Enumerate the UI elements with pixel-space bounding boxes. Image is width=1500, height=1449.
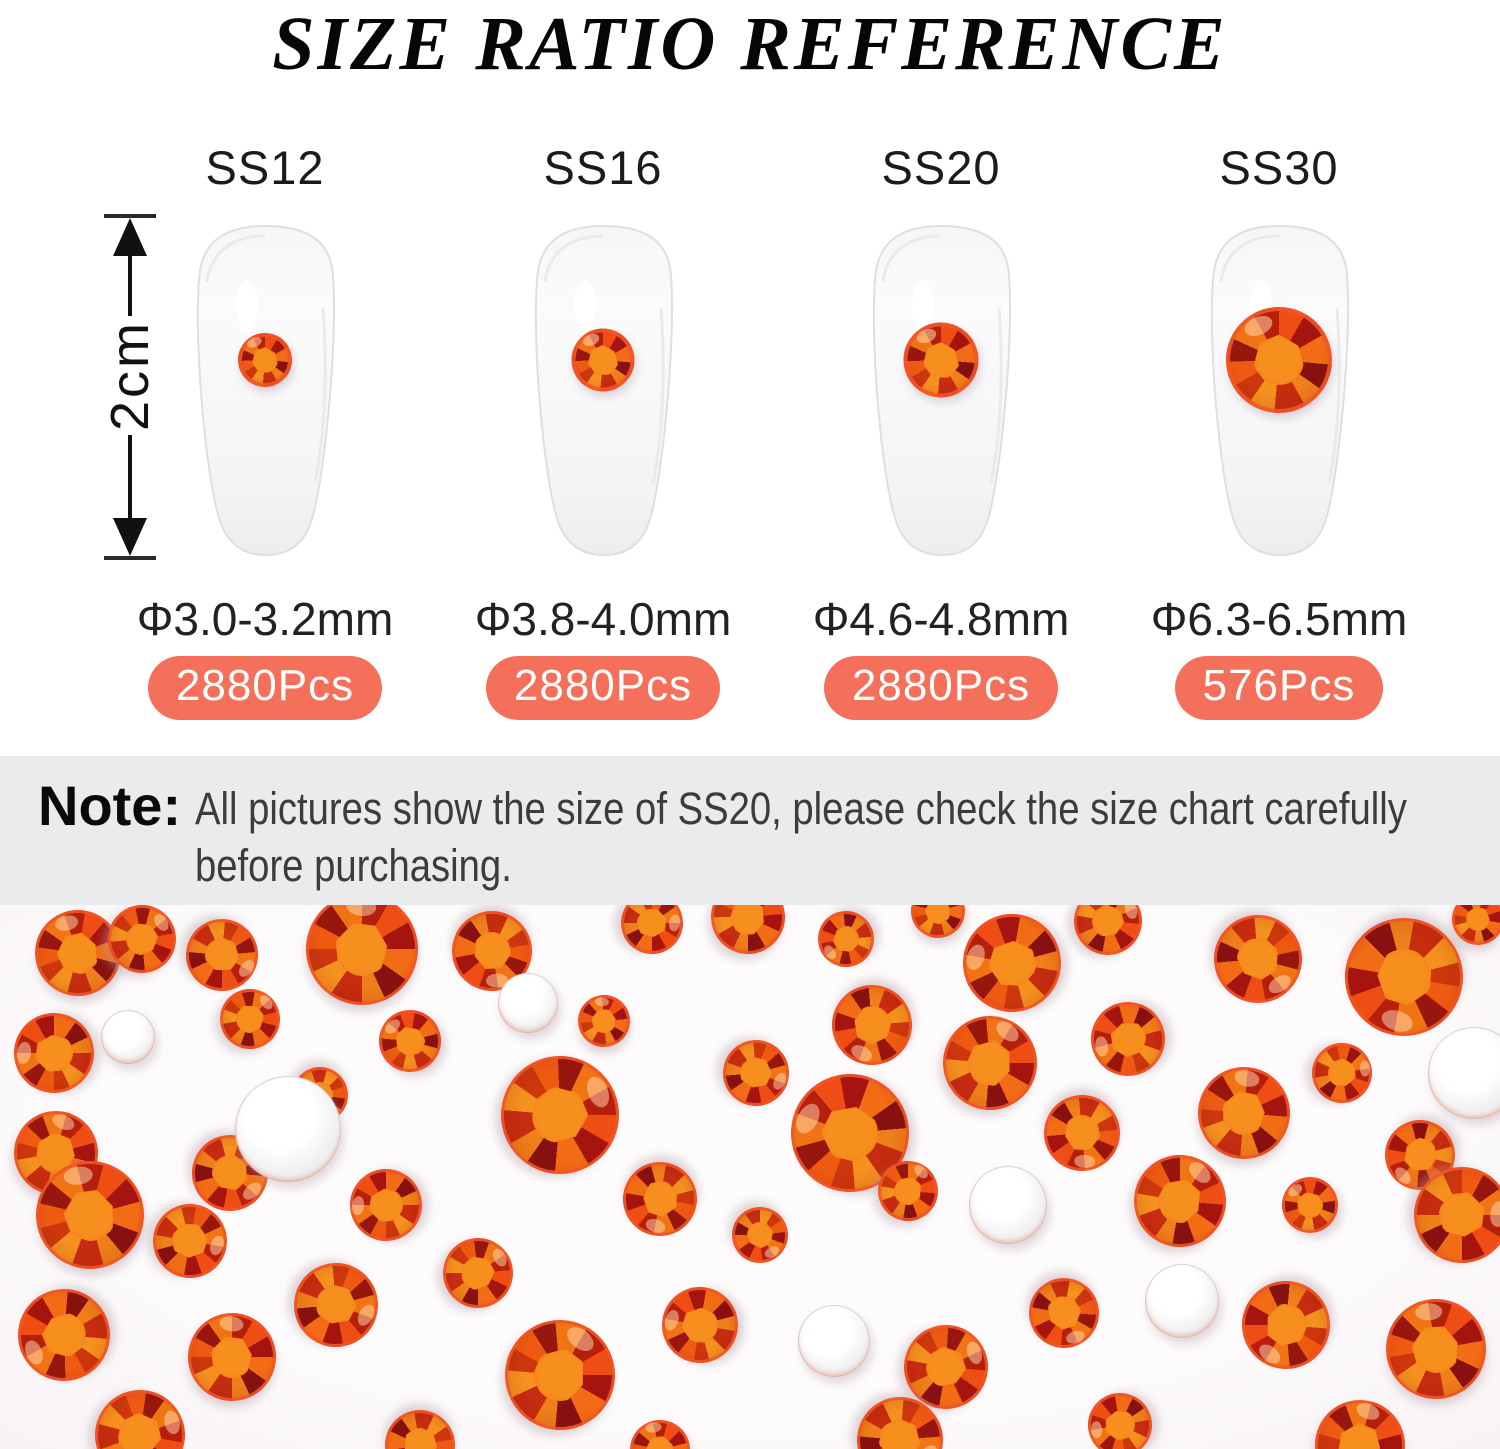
- rhinestone-face: [171, 1296, 293, 1418]
- rhinestone-face: [646, 1271, 754, 1379]
- rhinestone-face: [607, 1146, 713, 1252]
- size-name: SS16: [543, 141, 663, 194]
- arrow-top-cap: [104, 214, 156, 218]
- rhinestone-face: [815, 968, 929, 1082]
- arrow-bottom-cap: [104, 556, 156, 560]
- rhinestone-on-nail: [238, 333, 292, 387]
- rhinestone-face: [1296, 1381, 1424, 1449]
- rhinestone-face: [1078, 1383, 1162, 1449]
- size-column-ss20: SS20 Φ4.6-4.8mm 2880Pcs: [772, 140, 1110, 720]
- rhinestone-flatback: [1428, 1027, 1500, 1119]
- pieces-badge: 576Pcs: [1174, 656, 1384, 720]
- rhinestone-face: [87, 1382, 193, 1449]
- arrow-down-head-icon: [113, 518, 147, 556]
- size-column-ss12: SS12 Φ3.0-3.2mm 2880Pcs: [96, 140, 434, 720]
- rhinestone-face: [440, 1235, 516, 1311]
- rhinestone-flatback: [498, 973, 558, 1033]
- rhinestone-on-nail: [571, 328, 635, 392]
- rhinestone-face: [1071, 905, 1145, 958]
- nail-shape: [196, 224, 336, 557]
- rhinestone-face: [484, 1299, 636, 1449]
- rhinestone-on-nail: [1226, 307, 1332, 413]
- nail-tip: [513, 218, 693, 558]
- rhinestone-flatback: [1145, 1264, 1219, 1338]
- rhinestone-face: [375, 1400, 465, 1449]
- diameter-label: Φ6.3-6.5mm: [1150, 593, 1408, 645]
- rhinestone-face: [1371, 1284, 1500, 1414]
- rhinestone-on-nail: [903, 322, 979, 398]
- rhinestone-face: [925, 998, 1055, 1128]
- rhinestone-face: [1179, 1048, 1309, 1178]
- rhinestone-face: [336, 1155, 436, 1255]
- rhinestone-face: [569, 986, 639, 1056]
- rhinestone-photo: [0, 905, 1500, 1449]
- rhinestone-face: [813, 906, 879, 972]
- diameter-label: Φ4.6-4.8mm: [812, 593, 1070, 645]
- rhinestone-face: [18, 1289, 110, 1381]
- rhinestone-face: [501, 1056, 619, 1174]
- rhinestone-face: [276, 1245, 396, 1365]
- rhinestone-face: [0, 998, 109, 1108]
- pieces-badge: 2880Pcs: [485, 656, 721, 720]
- measurement-arrow: 2cm: [99, 214, 161, 560]
- rhinestone-face: [623, 1413, 697, 1449]
- rhinestone-face: [904, 905, 972, 945]
- size-column-ss30: SS30 Φ6.3-6.5mm 576Pcs: [1110, 140, 1448, 720]
- rhinestone-flatback: [101, 1010, 155, 1064]
- diameter-label: Φ3.8-4.0mm: [474, 593, 732, 645]
- pieces-count: 2880Pcs: [851, 661, 1031, 710]
- nail-highlight: [574, 280, 596, 332]
- rhinestone-face: [370, 1001, 450, 1081]
- rhinestone-face: [1225, 1264, 1347, 1386]
- note-label: Note:: [38, 774, 182, 837]
- rhinestone-face: [1303, 1034, 1381, 1112]
- arrow-line-top: [128, 256, 132, 338]
- pieces-count: 576Pcs: [1202, 661, 1356, 710]
- rhinestone-face: [709, 1026, 803, 1120]
- rhinestone-face: [1275, 1170, 1345, 1240]
- nail-highlight: [236, 280, 258, 332]
- nail-tip: [175, 218, 355, 558]
- rhinestone-face: [213, 982, 287, 1056]
- pieces-badge: 2880Pcs: [147, 656, 383, 720]
- nail-tip: [1189, 218, 1369, 558]
- nail-highlight: [912, 280, 934, 332]
- rhinestone-flatback: [798, 1305, 870, 1377]
- rhinestone-face: [1031, 1082, 1133, 1184]
- arrow-line-bottom: [128, 434, 132, 518]
- pieces-count: 2880Pcs: [513, 661, 693, 710]
- note-line-2: before purchasing.: [195, 840, 512, 891]
- rhinestone-face: [942, 905, 1082, 1033]
- note-bar: Note: All pictures show the size of SS20…: [0, 756, 1500, 905]
- rhinestone-face: [696, 905, 800, 969]
- rhinestone-face: [285, 905, 439, 1026]
- note-text: All pictures show the size of SS20, plea…: [195, 780, 1407, 894]
- rhinestone-face: [1026, 1275, 1102, 1351]
- diameter-label: Φ3.0-3.2mm: [136, 593, 394, 645]
- rhinestone-face: [729, 1204, 791, 1266]
- rhinestone-flatback: [969, 1166, 1047, 1244]
- rhinestone-face: [609, 905, 695, 966]
- rhinestone-face: [1082, 993, 1174, 1085]
- size-name: SS30: [1219, 141, 1339, 194]
- pieces-count: 2880Pcs: [175, 661, 355, 710]
- size-name: SS20: [881, 141, 1001, 194]
- size-name: SS12: [205, 141, 325, 194]
- nail-tip: [851, 218, 1031, 558]
- size-columns: SS12 Φ3.0-3.2mm 2880Pcs SS16: [96, 140, 1448, 720]
- rhinestone-face: [1118, 1139, 1242, 1263]
- rhinestone-face: [1207, 908, 1309, 1010]
- pieces-badge: 2880Pcs: [823, 656, 1059, 720]
- page-title: SIZE RATIO REFERENCE: [272, 2, 1228, 86]
- arrow-up-head-icon: [113, 218, 147, 256]
- note-line-1: All pictures show the size of SS20, plea…: [195, 783, 1407, 834]
- size-column-ss16: SS16 Φ3.8-4.0mm 2880Pcs: [434, 140, 772, 720]
- rhinestone-flatback: [235, 1076, 341, 1182]
